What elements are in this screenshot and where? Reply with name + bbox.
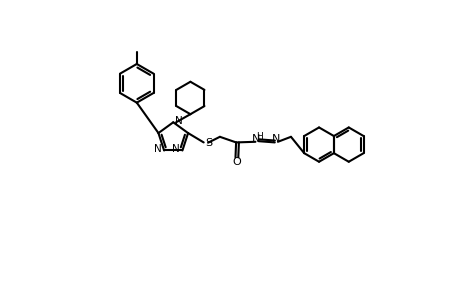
Text: H: H xyxy=(257,132,263,141)
Text: S: S xyxy=(205,138,212,148)
Text: N: N xyxy=(172,144,180,154)
Text: N: N xyxy=(251,134,260,144)
Text: N: N xyxy=(154,144,162,154)
Text: N: N xyxy=(272,134,280,144)
Text: O: O xyxy=(233,157,241,167)
Text: N: N xyxy=(175,116,183,126)
